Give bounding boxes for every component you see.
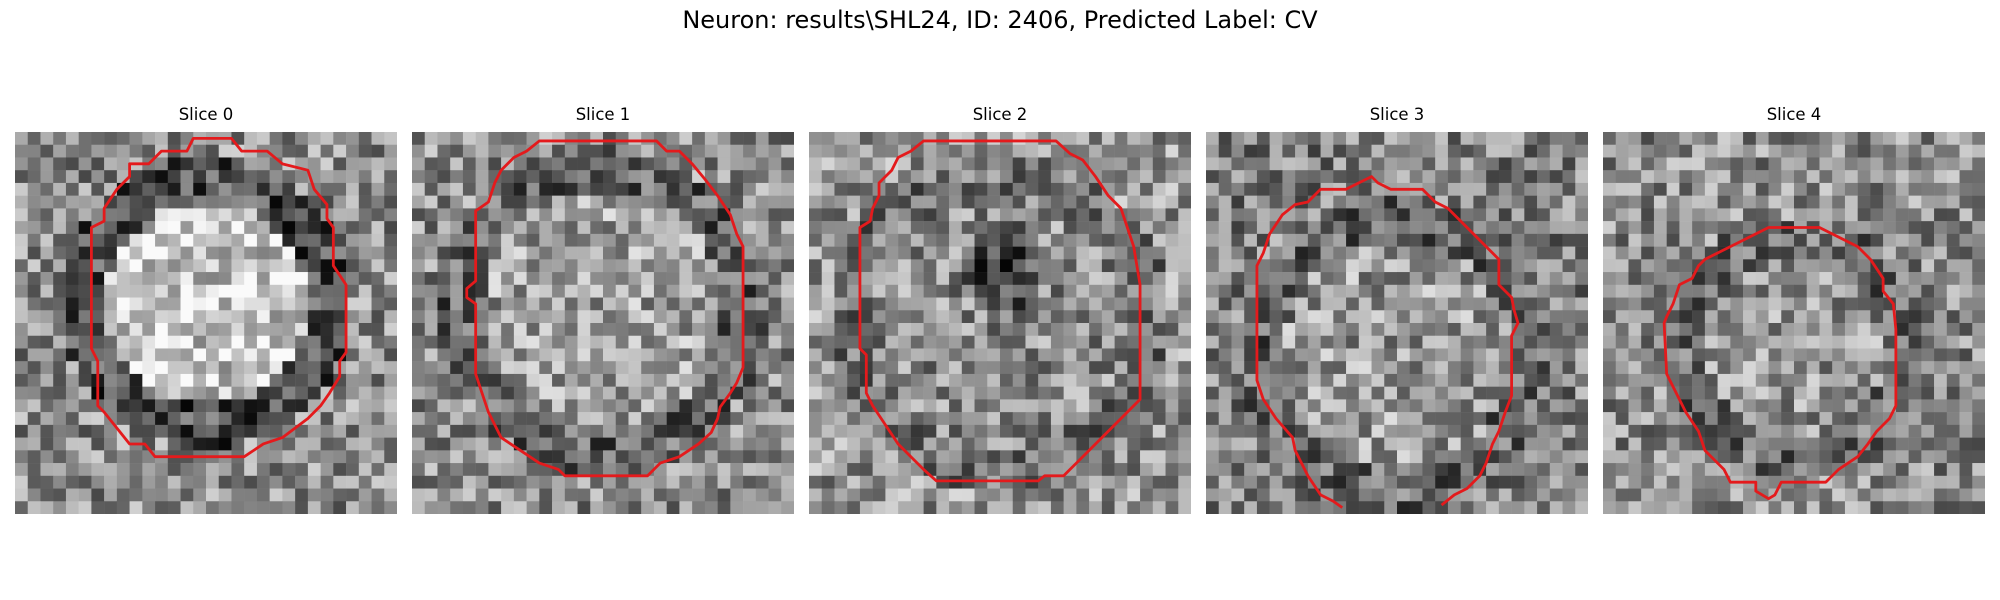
- slice-label: Slice 0: [15, 105, 397, 124]
- slice-label: Slice 3: [1206, 105, 1588, 124]
- slice-image: [1206, 132, 1588, 514]
- slice-image: [809, 132, 1191, 514]
- slice-image: [15, 132, 397, 514]
- figure-title: Neuron: results\SHL24, ID: 2406, Predict…: [0, 6, 2000, 34]
- slice-label: Slice 4: [1603, 105, 1985, 124]
- slice-label: Slice 2: [809, 105, 1191, 124]
- slice-image: [1603, 132, 1985, 514]
- slice-label: Slice 1: [412, 105, 794, 124]
- slice-image: [412, 132, 794, 514]
